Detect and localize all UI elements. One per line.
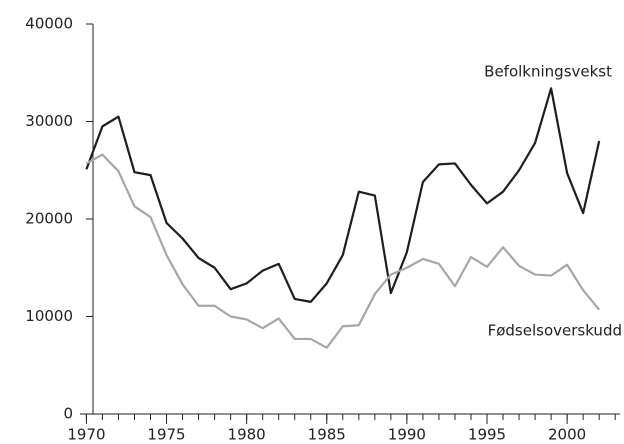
y-tick-label: 20000	[25, 210, 73, 228]
y-tick-label: 0	[63, 405, 73, 423]
series-line	[85, 153, 601, 349]
x-tick-label: 1985	[308, 426, 346, 444]
x-tick-label: 1995	[468, 426, 506, 444]
x-tick-label: 2000	[548, 426, 586, 444]
y-tick-label: 40000	[25, 15, 73, 33]
x-tick-label: 1970	[67, 426, 105, 444]
x-tick-label: 1990	[388, 426, 426, 444]
y-tick-label: 30000	[25, 112, 73, 130]
series-label: Fødselsoverskudd	[488, 322, 622, 340]
x-tick-label: 1980	[228, 426, 266, 444]
series-label: Befolkningsvekst	[484, 63, 612, 81]
y-tick-label: 10000	[25, 307, 73, 325]
x-tick-label: 1975	[147, 426, 185, 444]
series-line	[85, 87, 601, 303]
